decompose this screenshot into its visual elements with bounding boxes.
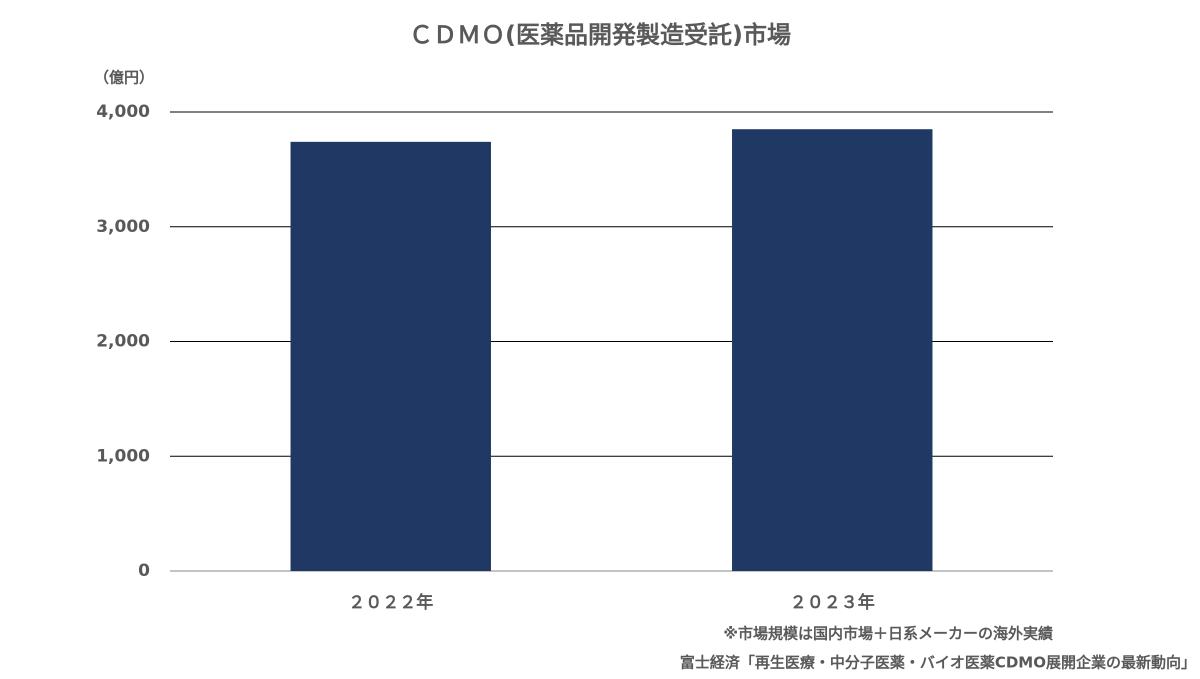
y-tick-label: 3,000 <box>96 217 150 237</box>
bar <box>732 129 933 571</box>
x-tick-label: ２０２３年 <box>790 592 875 613</box>
y-tick-label: 4,000 <box>96 102 150 122</box>
bar <box>290 141 491 571</box>
source: 富士経済「再生医療・中分子医薬・バイオ医薬CDMO展開企業の最新動向」 <box>680 654 1196 672</box>
note: ※市場規模は国内市場＋日系メーカーの海外実績 <box>723 625 1053 643</box>
y-tick-label: 2,000 <box>96 332 150 352</box>
y-tick-label: 0 <box>138 561 150 581</box>
chart-title: ＣＤＭＯ(医薬品開発製造受託)市場 <box>409 21 791 49</box>
y-tick-label: 1,000 <box>96 446 150 466</box>
x-tick-label: ２０２２年 <box>348 592 433 613</box>
y-axis-label: （億円） <box>94 69 154 87</box>
